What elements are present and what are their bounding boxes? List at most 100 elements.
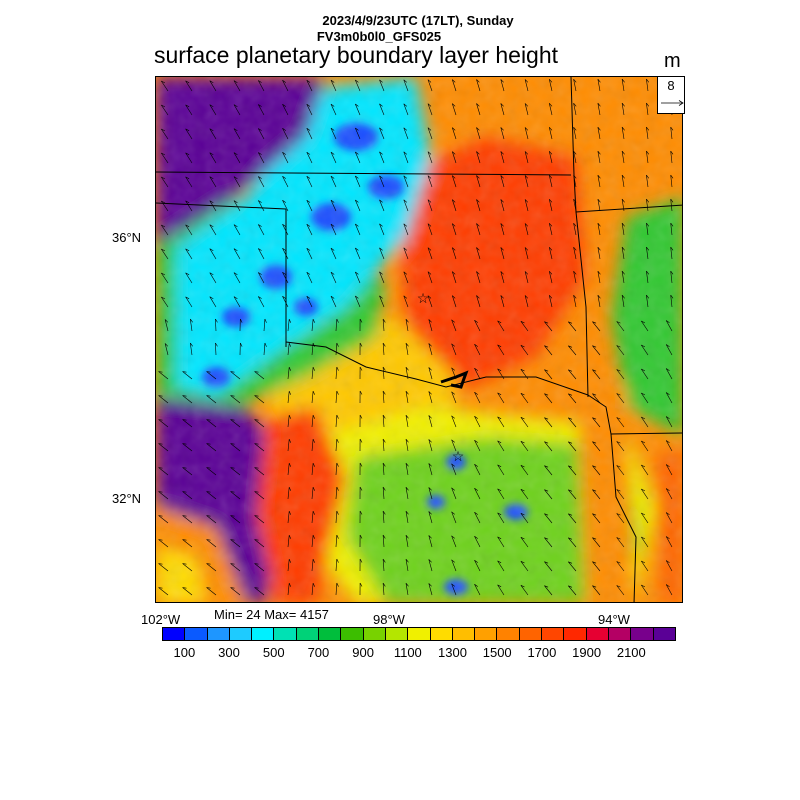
wind-arrow-head — [312, 414, 315, 419]
wind-arrow-head — [476, 271, 480, 275]
wind-arrow — [233, 272, 241, 284]
wind-arrow — [379, 223, 385, 236]
wind-arrow — [520, 489, 529, 500]
wind-arrow-head — [573, 295, 577, 299]
wind-arrow-head — [597, 199, 601, 203]
wind-arrow — [355, 247, 361, 260]
wind-arrow — [597, 175, 601, 188]
wind-arrow-head — [474, 464, 478, 467]
wind-arrow — [646, 175, 649, 188]
wind-arrow — [573, 295, 577, 308]
wind-arrow — [665, 560, 673, 572]
wind-arrow — [641, 344, 649, 356]
wind-arrow — [158, 467, 169, 476]
wind-arrow-head — [161, 248, 166, 252]
wind-arrow — [641, 512, 649, 524]
wind-arrow — [182, 515, 193, 524]
wind-arrow-head — [288, 582, 291, 587]
wind-arrow-head — [288, 438, 291, 443]
wind-arrow-head — [258, 104, 262, 107]
wind-arrow-head — [616, 585, 621, 588]
wind-arrow — [209, 176, 217, 188]
wind-arrow-head — [597, 271, 601, 275]
wind-arrow-head — [282, 176, 286, 179]
wind-arrow — [233, 128, 241, 140]
wind-arrow — [497, 536, 505, 548]
wind-arrow — [427, 223, 433, 236]
wind-arrow-head — [403, 127, 407, 131]
wind-arrow — [592, 465, 601, 476]
model-run-label: FV3m0b0l0_GFS025 — [316, 29, 442, 44]
wind-arrow — [428, 583, 433, 596]
wind-arrow — [616, 561, 625, 572]
wind-arrow-head — [452, 175, 456, 179]
wind-arrow — [646, 79, 649, 92]
wind-arrow — [330, 79, 337, 92]
wind-arrow-head — [206, 539, 211, 541]
wind-arrow-head — [359, 414, 363, 419]
wind-arrow — [209, 104, 217, 116]
wind-arrow — [544, 465, 553, 476]
wind-arrow-head — [616, 561, 621, 564]
colorbar-cell — [475, 628, 498, 640]
wind-arrow-head — [379, 247, 383, 251]
wind-arrow-head — [520, 537, 525, 540]
wind-arrow — [379, 79, 385, 92]
wind-arrow — [158, 419, 169, 428]
wind-arrow — [282, 248, 289, 260]
wind-arrow — [335, 390, 338, 404]
wind-arrow — [190, 319, 193, 332]
wind-arrow — [209, 200, 217, 212]
wind-arrow — [665, 416, 673, 428]
wind-arrow-head — [427, 223, 432, 227]
wind-arrow-head — [646, 174, 650, 179]
wind-arrow — [524, 103, 529, 116]
wind-arrow-head — [427, 247, 432, 251]
wind-arrow — [382, 534, 385, 548]
wind-arrow — [474, 344, 481, 356]
wind-arrow-head — [427, 79, 432, 83]
wind-arrow — [497, 440, 505, 452]
wind-arrow — [382, 414, 385, 428]
wind-arrow-head — [264, 342, 267, 347]
wind-arrow — [568, 393, 577, 404]
wind-arrow-head — [646, 150, 650, 155]
wind-arrow — [474, 416, 481, 428]
wind-arrow — [616, 321, 625, 332]
wind-arrow — [497, 368, 505, 380]
wind-arrow-head — [359, 342, 363, 347]
wind-arrow-head — [524, 199, 529, 203]
wind-arrow-head — [666, 536, 670, 539]
wind-arrow — [282, 80, 289, 92]
wind-arrow — [646, 247, 649, 260]
wind-arrow — [452, 295, 457, 308]
wind-arrow — [379, 127, 385, 140]
wind-arrow — [254, 491, 265, 500]
wind-arrow — [258, 248, 265, 260]
wind-arrow-head — [312, 486, 315, 491]
wind-arrow-head — [568, 321, 573, 324]
wind-arrow — [573, 199, 577, 212]
wind-arrow — [258, 296, 265, 308]
wind-arrow-head — [568, 393, 573, 396]
wind-arrow-head — [428, 583, 432, 587]
wind-arrow — [287, 535, 290, 548]
wind-arrow-head — [230, 491, 235, 493]
wind-arrow-head — [382, 558, 386, 563]
wind-arrow — [382, 342, 385, 356]
wind-arrow-head — [312, 342, 315, 347]
wind-arrow — [158, 371, 169, 380]
wind-arrow — [164, 343, 169, 356]
wind-arrow-head — [336, 414, 339, 419]
wind-arrow-head — [161, 128, 166, 132]
wind-arrow — [379, 247, 385, 260]
wind-arrow-head — [209, 152, 214, 155]
wind-arrow — [335, 462, 338, 476]
wind-arrow — [311, 415, 314, 428]
wind-arrow-head — [233, 176, 238, 179]
wind-arrow — [306, 296, 313, 308]
wind-arrow — [451, 559, 457, 572]
wind-arrow-head — [451, 511, 455, 515]
wind-arrow — [182, 419, 193, 428]
wind-arrow — [621, 223, 625, 236]
